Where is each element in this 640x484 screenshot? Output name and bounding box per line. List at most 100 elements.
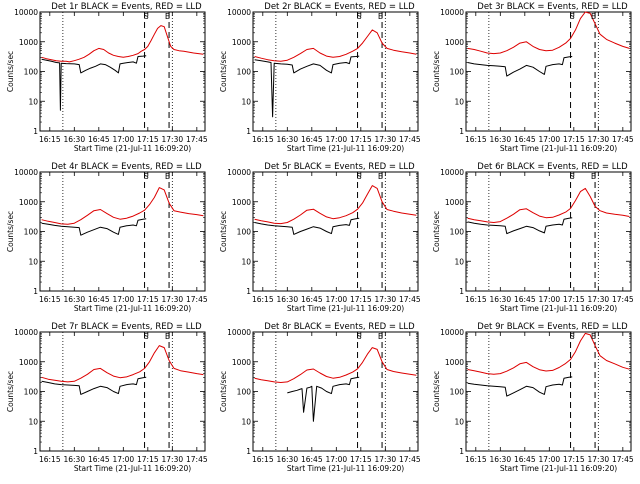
y-tick-label: 1 (33, 447, 38, 456)
det-chart-9: Det 9r BLACK = Events, RED = LLD 1 10 100 10… (432, 322, 634, 473)
y-tick-label: 100 (450, 68, 465, 77)
y-tick-label: 100 (237, 228, 252, 237)
y-tick-label: 10000 (227, 168, 251, 177)
x-tick-label: 17:30 (375, 295, 397, 304)
y-axis-label: Counts/sec (6, 371, 15, 412)
det-panel-9: Det 9r BLACK = Events, RED = LLD 1 10 100 10… (426, 320, 639, 480)
marker-s: S (357, 332, 362, 341)
marker-s: S (357, 12, 362, 21)
x-tick-label: 17:15 (563, 295, 585, 304)
y-tick-label: 10 (241, 417, 251, 426)
marker-s: S (144, 12, 149, 21)
marker-e: E (591, 172, 596, 181)
marker-s: S (357, 172, 362, 181)
x-tick-label: 16:30 (63, 295, 85, 304)
y-tick-label: 1000 (232, 198, 251, 207)
y-tick-label: 10 (28, 417, 38, 426)
det-panel-2: Det 2r BLACK = Events, RED = LLD 1 10 100 10… (213, 0, 426, 160)
y-axis-label: Counts/sec (432, 51, 441, 92)
lld-series-line (467, 332, 630, 375)
x-tick-label: 17:15 (563, 135, 585, 144)
lld-series-line (254, 347, 417, 383)
y-tick-label: 1000 (445, 38, 464, 47)
x-tick-label: 17:45 (612, 455, 634, 464)
x-tick-label: 17:30 (162, 455, 184, 464)
y-tick-label: 1000 (19, 198, 38, 207)
x-tick-label: 16:30 (63, 135, 85, 144)
x-tick-label: 16:15 (252, 135, 274, 144)
x-tick-label: 17:30 (375, 455, 397, 464)
chart-title: Det 2r BLACK = Events, RED = LLD (264, 2, 415, 12)
lld-series-line (41, 345, 204, 383)
y-tick-label: 10000 (227, 328, 251, 337)
x-axis-label: Start Time (21-Jul-11 16:09:20) (287, 144, 404, 153)
det-chart-6: Det 6r BLACK = Events, RED = LLD 1 10 100 10… (432, 162, 634, 313)
chart-title: Det 4r BLACK = Events, RED = LLD (51, 162, 202, 172)
x-tick-label: 16:45 (301, 455, 323, 464)
y-tick-label: 100 (450, 228, 465, 237)
chart-title: Det 6r BLACK = Events, RED = LLD (477, 162, 628, 172)
x-tick-label: 16:15 (465, 295, 487, 304)
x-tick-label: 17:30 (162, 295, 184, 304)
x-tick-label: 16:45 (88, 135, 110, 144)
x-tick-label: 17:30 (375, 135, 397, 144)
events-series-line (41, 376, 147, 395)
x-tick-label: 17:45 (399, 295, 421, 304)
x-tick-label: 16:30 (489, 295, 511, 304)
det-panel-1: Det 1r BLACK = Events, RED = LLD 1 10 100 10… (0, 0, 213, 160)
det-chart-1: Det 1r BLACK = Events, RED = LLD 1 10 100 10… (6, 2, 208, 153)
x-tick-label: 16:45 (88, 295, 110, 304)
det-chart-3: Det 3r BLACK = Events, RED = LLD 1 10 100 10… (432, 2, 634, 153)
x-tick-label: 16:30 (276, 295, 298, 304)
x-tick-label: 17:15 (137, 135, 159, 144)
y-axis-label: Counts/sec (432, 371, 441, 412)
x-tick-label: 16:15 (465, 135, 487, 144)
x-tick-label: 17:00 (113, 135, 135, 144)
y-tick-label: 100 (24, 68, 39, 77)
x-tick-label: 17:45 (399, 135, 421, 144)
x-tick-label: 17:30 (588, 455, 610, 464)
marker-e: E (378, 172, 383, 181)
y-tick-label: 10000 (440, 328, 464, 337)
y-tick-label: 10 (454, 417, 464, 426)
det-chart-5: Det 5r BLACK = Events, RED = LLD 1 10 100 10… (219, 162, 421, 313)
det-panel-6: Det 6r BLACK = Events, RED = LLD 1 10 100 10… (426, 160, 639, 320)
x-tick-label: 17:15 (350, 295, 372, 304)
x-axis-label: Start Time (21-Jul-11 16:09:20) (287, 304, 404, 313)
x-axis-label: Start Time (21-Jul-11 16:09:20) (74, 144, 191, 153)
events-series-line (287, 376, 360, 422)
y-tick-label: 1 (459, 287, 464, 296)
y-tick-label: 1000 (445, 358, 464, 367)
y-tick-label: 1 (33, 127, 38, 136)
x-tick-label: 16:30 (489, 455, 511, 464)
x-axis-label: Start Time (21-Jul-11 16:09:20) (500, 304, 617, 313)
x-tick-label: 17:15 (137, 455, 159, 464)
x-tick-label: 17:00 (539, 135, 561, 144)
x-tick-label: 17:45 (399, 455, 421, 464)
marker-e: E (378, 12, 383, 21)
y-axis-label: Counts/sec (432, 211, 441, 252)
det-chart-2: Det 2r BLACK = Events, RED = LLD 1 10 100 10… (219, 2, 421, 153)
y-tick-label: 1000 (445, 198, 464, 207)
x-tick-label: 17:15 (137, 295, 159, 304)
det-chart-7: Det 7r BLACK = Events, RED = LLD 1 10 100 10… (6, 322, 208, 473)
x-axis-label: Start Time (21-Jul-11 16:09:20) (500, 144, 617, 153)
marker-s: S (144, 332, 149, 341)
y-tick-label: 100 (24, 228, 39, 237)
marker-s: S (570, 332, 575, 341)
x-tick-label: 17:00 (326, 455, 348, 464)
x-tick-label: 17:15 (350, 135, 372, 144)
x-tick-label: 17:00 (326, 135, 348, 144)
x-tick-label: 16:45 (514, 135, 536, 144)
y-tick-label: 1 (459, 447, 464, 456)
x-tick-label: 17:00 (539, 295, 561, 304)
y-tick-label: 1 (246, 127, 251, 136)
y-tick-label: 1000 (19, 358, 38, 367)
y-tick-label: 10000 (14, 168, 38, 177)
lld-series-line (254, 185, 417, 225)
marker-e: E (591, 332, 596, 341)
x-tick-label: 17:45 (186, 135, 208, 144)
y-tick-label: 10000 (14, 8, 38, 17)
y-tick-label: 10000 (227, 8, 251, 17)
x-tick-label: 16:45 (88, 455, 110, 464)
